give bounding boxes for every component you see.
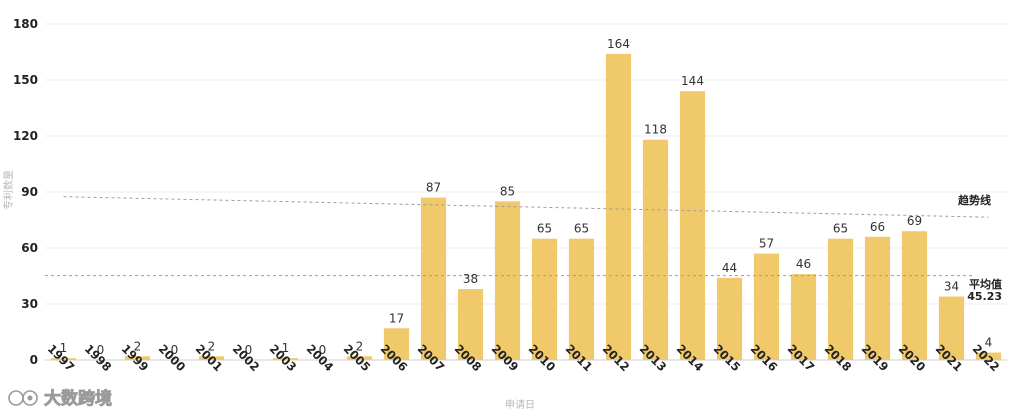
data-label: 2: [134, 339, 142, 353]
data-label: 17: [389, 311, 404, 325]
watermark-text: 大数跨境: [44, 388, 112, 409]
data-label: 57: [759, 237, 774, 251]
bar: [753, 253, 780, 360]
data-label: 118: [644, 123, 667, 137]
bar: [975, 352, 1002, 360]
y-tick-label: 150: [13, 73, 38, 87]
bar: [568, 238, 595, 360]
data-label: 65: [537, 222, 552, 236]
bar: [124, 356, 151, 360]
bar: [346, 356, 373, 360]
data-label: 66: [870, 220, 885, 234]
bar: [679, 91, 706, 360]
y-tick-label: 180: [13, 17, 38, 31]
y-tick-label: 60: [21, 241, 38, 255]
bar: [605, 53, 632, 360]
data-labels: 1 0 2 0 2 0 1 0 2 17 87 38 85 65 65 164 118 144 44 57 46 65 66…: [60, 37, 993, 357]
y-tick-label: 0: [30, 353, 38, 367]
bar: [198, 356, 225, 360]
data-label: 1: [282, 341, 290, 355]
bar: [420, 197, 447, 360]
data-label: 0: [319, 343, 327, 357]
data-label: 2: [208, 339, 216, 353]
data-label: 46: [796, 257, 811, 271]
bar: [272, 358, 299, 360]
x-axis-ticks: 1997 1998 1999 2000 2001 2002 2003 2004 2005 2006…: [45, 342, 1003, 375]
data-label: 87: [426, 181, 441, 195]
data-label: 164: [607, 37, 630, 51]
bar: [494, 201, 521, 360]
bar: [383, 328, 410, 360]
data-label: 85: [500, 184, 515, 198]
data-label: 44: [722, 261, 737, 275]
data-label: 144: [681, 74, 704, 88]
y-tick-label: 30: [21, 297, 38, 311]
data-label: 1: [60, 341, 68, 355]
data-label: 0: [171, 343, 179, 357]
bar: [790, 274, 817, 360]
watermark: 大数跨境: [8, 388, 112, 409]
bar: [457, 289, 484, 360]
y-axis-ticks: 0 30 60 90 120 150 180: [13, 17, 38, 367]
data-label: 38: [463, 272, 478, 286]
average-line-label: 平均值: [969, 277, 1002, 291]
trend-line: [63, 196, 989, 218]
bar: [531, 238, 558, 360]
y-tick-label: 120: [13, 129, 38, 143]
y-axis-title: 专利数量: [2, 170, 15, 210]
data-label: 0: [97, 343, 105, 357]
gridlines: [45, 23, 1007, 361]
x-axis-title: 申请日: [505, 398, 535, 411]
data-label: 34: [944, 280, 959, 294]
data-label: 2: [356, 339, 364, 353]
bar: [716, 277, 743, 360]
y-tick-label: 90: [21, 185, 38, 199]
data-label: 4: [985, 336, 993, 350]
bar: [901, 231, 928, 360]
bar: [827, 238, 854, 360]
bar: [642, 139, 669, 360]
data-label: 65: [833, 222, 848, 236]
reference-lines: [45, 196, 989, 277]
bar: [864, 236, 891, 360]
bar: [938, 296, 965, 360]
data-label: 69: [907, 214, 922, 228]
bars: [50, 53, 1002, 360]
data-label: 65: [574, 222, 589, 236]
watermark-logo-icon: [8, 390, 38, 406]
data-label: 0: [245, 343, 253, 357]
trend-line-label: 趋势线: [958, 193, 991, 207]
average-line-value: 45.23: [967, 290, 1002, 303]
bar: [50, 358, 77, 360]
